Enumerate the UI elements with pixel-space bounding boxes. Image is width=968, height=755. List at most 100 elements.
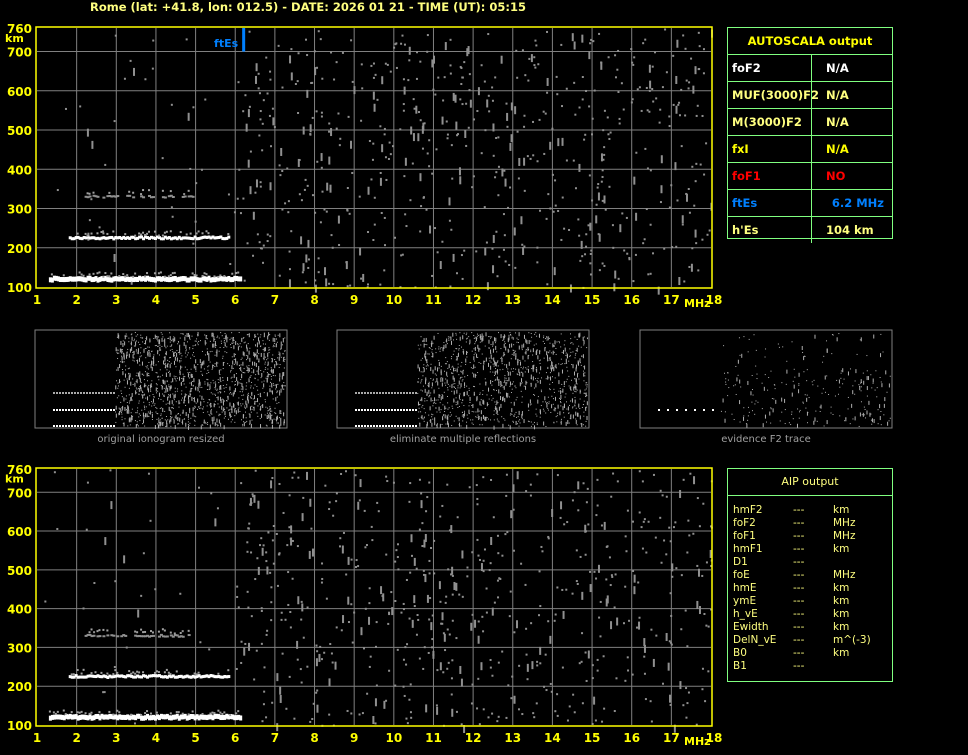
- thumbnail-point: [547, 408, 549, 410]
- thumbnail-point: [469, 343, 471, 345]
- noise-point: [317, 257, 320, 260]
- thumbnail-point: [164, 362, 166, 364]
- thumbnail-point: [525, 350, 527, 355]
- thumbnail-point: [177, 352, 179, 354]
- thumbnail-point: [512, 381, 514, 383]
- echo-trace: [86, 196, 90, 199]
- thumbnail-point: [527, 420, 529, 422]
- x-tick-label: 9: [350, 731, 358, 745]
- thumbnail-point: [198, 406, 200, 408]
- noise-point: [668, 206, 671, 209]
- thumbnail-point: [155, 364, 157, 366]
- thumbnail-point: [493, 410, 495, 412]
- noise-point: [593, 570, 596, 573]
- thumbnail-point: [151, 366, 153, 371]
- thumbnail-point: [131, 399, 133, 401]
- noise-point: [603, 109, 606, 112]
- noise-point: [428, 139, 431, 142]
- noise-point: [484, 247, 487, 256]
- thumbnail-point: [162, 422, 164, 427]
- thumbnail-point: [151, 360, 153, 365]
- noise-point: [442, 99, 445, 102]
- echo-trace: [155, 670, 158, 673]
- noise-point: [376, 501, 379, 504]
- echo-trace: [92, 674, 96, 678]
- echo-trace: [191, 237, 195, 241]
- thumbnail-point: [185, 356, 187, 358]
- thumbnail-point: [280, 356, 282, 358]
- thumbnail-point: [453, 377, 455, 382]
- noise-point: [628, 619, 631, 622]
- noise-point: [597, 564, 600, 573]
- thumbnail-point: [425, 337, 427, 342]
- thumbnail-point: [212, 343, 214, 348]
- thumbnail-point: [476, 335, 478, 337]
- thumbnail-point: [504, 335, 506, 337]
- thumbnail-point: [215, 394, 217, 396]
- thumbnail-point: [482, 336, 484, 341]
- noise-point: [665, 495, 668, 498]
- noise-point: [474, 619, 477, 628]
- noise-point: [534, 39, 537, 42]
- thumbnail-point: [793, 384, 795, 389]
- noise-point: [605, 598, 608, 607]
- noise-point: [458, 167, 461, 176]
- thumbnail-point: [248, 369, 250, 371]
- thumbnail-point: [535, 350, 537, 355]
- thumbnail-point: [446, 379, 448, 384]
- noise-point: [473, 118, 476, 121]
- thumbnail-point: [496, 371, 498, 373]
- thumbnail-point: [163, 387, 165, 389]
- thumbnail-point: [490, 361, 492, 363]
- thumbnail-point: [498, 406, 500, 411]
- thumbnail-point: [518, 368, 520, 373]
- thumbnail-point: [165, 388, 167, 393]
- thumbnail-point: [245, 421, 247, 423]
- thumbnail-point: [125, 369, 127, 371]
- echo-trace: [144, 275, 147, 278]
- thumbnail-point: [547, 351, 549, 353]
- thumbnail-point: [533, 387, 535, 389]
- echo-trace: [155, 674, 159, 678]
- echo-trace: [54, 714, 58, 720]
- echo-trace: [183, 276, 187, 282]
- thumbnail-point: [120, 361, 122, 363]
- thumbnail-point: [469, 401, 471, 403]
- thumbnail-point: [470, 367, 472, 369]
- thumbnail-point: [471, 350, 473, 352]
- echo-trace: [148, 276, 152, 282]
- thumbnail-point: [277, 383, 279, 385]
- thumbnail-point: [144, 393, 146, 395]
- thumbnail-point: [128, 418, 130, 423]
- thumbnail-point: [865, 417, 867, 419]
- echo-trace: [219, 235, 223, 239]
- noise-point: [395, 549, 398, 552]
- thumbnail-point: [194, 424, 196, 426]
- thumbnail-point: [182, 380, 184, 382]
- thumbnail-point: [482, 415, 484, 420]
- echo-trace: [96, 195, 100, 198]
- thumbnail-point: [518, 425, 520, 427]
- thumbnail-point: [497, 413, 499, 415]
- noise-point: [439, 261, 442, 270]
- echo-trace: [106, 232, 109, 235]
- x-tick-label: 16: [623, 731, 640, 745]
- thumbnail-point: [862, 372, 864, 374]
- thumbnail-point: [503, 343, 505, 348]
- noise-point: [258, 134, 261, 137]
- thumbnail-point: [130, 341, 132, 346]
- noise-point: [638, 511, 641, 514]
- thumbnail-point: [472, 423, 474, 425]
- thumbnail-point: [270, 375, 272, 377]
- thumbnail-point: [169, 349, 171, 351]
- noise-point: [361, 712, 364, 715]
- echo-trace: [205, 273, 208, 276]
- thumbnail-point: [147, 396, 149, 401]
- thumbnail-trace: [361, 425, 363, 427]
- thumbnail-point: [249, 406, 251, 411]
- thumbnail-point: [454, 383, 456, 385]
- thumbnail-point: [536, 415, 538, 417]
- thumbnail-point: [207, 382, 209, 387]
- thumbnail-point: [522, 368, 524, 370]
- noise-point: [652, 658, 655, 667]
